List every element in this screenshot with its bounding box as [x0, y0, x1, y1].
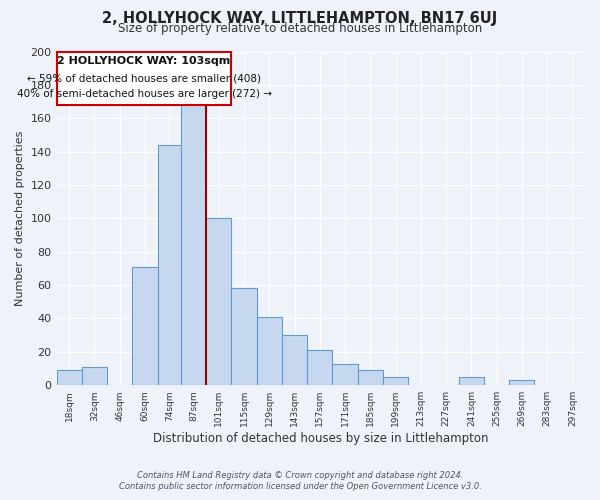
X-axis label: Distribution of detached houses by size in Littlehampton: Distribution of detached houses by size … — [153, 432, 488, 445]
Bar — [332, 364, 358, 385]
Bar — [257, 317, 282, 385]
Bar — [459, 377, 484, 385]
Bar — [206, 218, 232, 385]
Bar — [132, 266, 158, 385]
Text: 2 HOLLYHOCK WAY: 103sqm: 2 HOLLYHOCK WAY: 103sqm — [58, 56, 230, 66]
Bar — [181, 105, 206, 385]
Bar — [158, 145, 181, 385]
Bar — [509, 380, 535, 385]
Bar — [56, 370, 82, 385]
Bar — [232, 288, 257, 385]
Bar — [358, 370, 383, 385]
Text: Size of property relative to detached houses in Littlehampton: Size of property relative to detached ho… — [118, 22, 482, 35]
Text: Contains public sector information licensed under the Open Government Licence v3: Contains public sector information licen… — [119, 482, 481, 491]
Text: ← 59% of detached houses are smaller (408): ← 59% of detached houses are smaller (40… — [27, 73, 261, 83]
Y-axis label: Number of detached properties: Number of detached properties — [15, 130, 25, 306]
Bar — [383, 377, 408, 385]
Text: 40% of semi-detached houses are larger (272) →: 40% of semi-detached houses are larger (… — [17, 89, 272, 99]
Bar — [307, 350, 332, 385]
Bar — [82, 367, 107, 385]
Text: Contains HM Land Registry data © Crown copyright and database right 2024.: Contains HM Land Registry data © Crown c… — [137, 471, 463, 480]
Text: 2, HOLLYHOCK WAY, LITTLEHAMPTON, BN17 6UJ: 2, HOLLYHOCK WAY, LITTLEHAMPTON, BN17 6U… — [103, 11, 497, 26]
Bar — [282, 335, 307, 385]
